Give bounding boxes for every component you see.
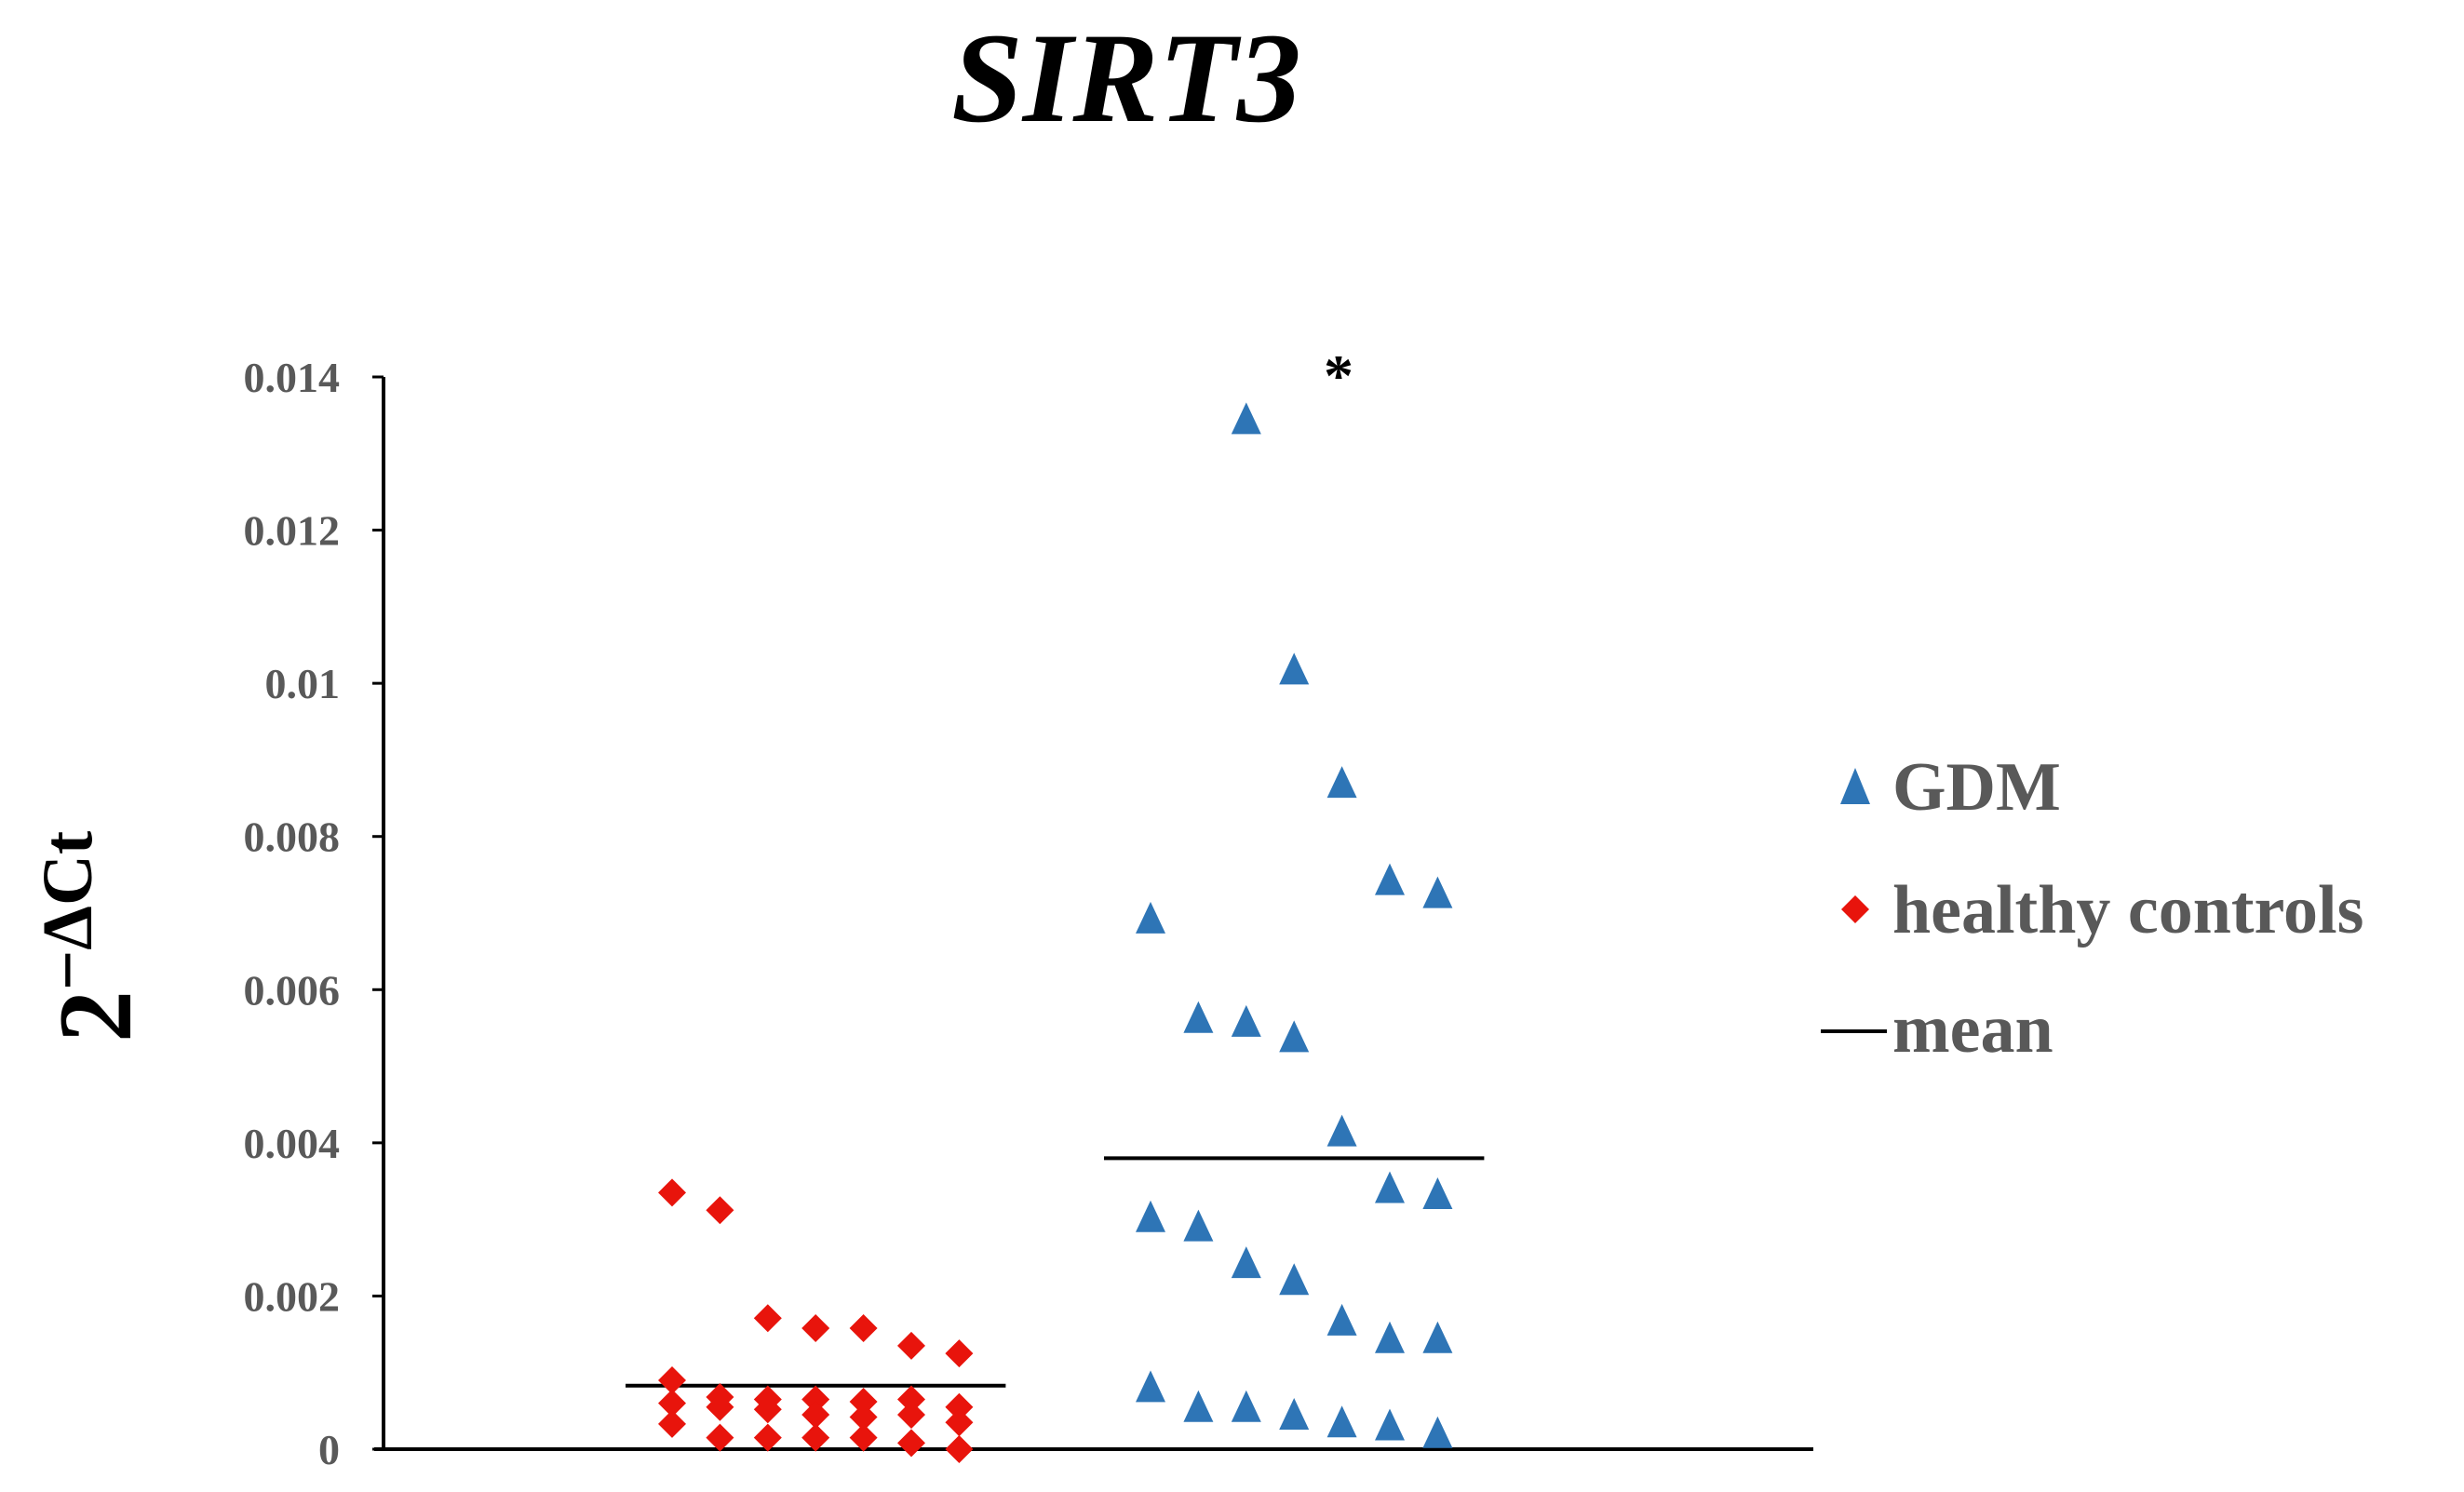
- legend-item-healthy-controls: healthy controls: [1841, 872, 2363, 948]
- gdm-point: [1231, 1390, 1261, 1422]
- healthy-controls-point: [658, 1365, 686, 1394]
- healthy-controls-point: [945, 1339, 974, 1368]
- legend-diamond-marker: [1841, 895, 1869, 923]
- data-points: [658, 402, 1453, 1463]
- y-axis-label-superscript: −ΔCt: [29, 831, 107, 990]
- legend-label-gdm: GDM: [1892, 749, 2061, 826]
- healthy-controls-point: [753, 1423, 782, 1452]
- healthy-controls-point: [897, 1331, 925, 1360]
- gdm-point: [1183, 1209, 1214, 1242]
- y-tick-label: 0.01: [265, 660, 341, 707]
- y-tick-label: 0.008: [244, 813, 341, 861]
- gdm-point: [1422, 876, 1453, 908]
- gdm-point: [1326, 766, 1357, 799]
- healthy-controls-point: [849, 1313, 878, 1342]
- legend: GDM healthy controls mean: [1821, 749, 2363, 1068]
- healthy-controls-point: [706, 1392, 734, 1421]
- gdm-point: [1279, 1398, 1310, 1431]
- healthy-controls-point: [849, 1403, 878, 1432]
- legend-label-healthy-controls: healthy controls: [1892, 872, 2363, 948]
- healthy-controls-point: [801, 1313, 830, 1342]
- gdm-point: [1136, 1200, 1165, 1232]
- gdm-point: [1422, 1177, 1453, 1210]
- gdm-point: [1326, 1405, 1357, 1438]
- healthy-controls-point: [658, 1389, 686, 1418]
- healthy-controls-point: [849, 1387, 878, 1416]
- healthy-controls-point: [945, 1408, 974, 1437]
- gdm-point: [1279, 1020, 1310, 1053]
- y-axis-label: 2−ΔCt: [29, 831, 154, 1042]
- gdm-point: [1375, 1321, 1405, 1353]
- gdm-point: [1231, 1246, 1261, 1279]
- healthy-controls-point: [753, 1304, 782, 1333]
- legend-triangle-marker: [1840, 768, 1870, 804]
- y-tick-label: 0.006: [244, 966, 341, 1014]
- gdm-point: [1375, 863, 1405, 895]
- gdm-point: [1231, 402, 1261, 435]
- gdm-point: [1422, 1416, 1453, 1448]
- gdm-point: [1136, 1370, 1165, 1403]
- healthy-controls-point: [801, 1400, 830, 1429]
- svg-text:2−ΔCt: 2−ΔCt: [29, 831, 154, 1042]
- gdm-point: [1326, 1303, 1357, 1336]
- healthy-controls-point: [849, 1423, 878, 1452]
- healthy-controls-point: [706, 1196, 734, 1225]
- healthy-controls-point: [945, 1435, 974, 1463]
- healthy-controls-point: [658, 1409, 686, 1438]
- gdm-point: [1326, 1114, 1357, 1147]
- gdm-point: [1279, 652, 1310, 685]
- gdm-point: [1279, 1263, 1310, 1296]
- gdm-point: [1136, 901, 1165, 934]
- gdm-point: [1231, 1004, 1261, 1037]
- y-axis-label-base: 2: [38, 990, 154, 1042]
- legend-item-gdm: GDM: [1840, 749, 2061, 826]
- significance-asterisk: *: [1324, 343, 1353, 409]
- healthy-controls-point: [897, 1400, 925, 1429]
- gdm-point: [1183, 1390, 1214, 1422]
- healthy-controls-point: [753, 1395, 782, 1424]
- gdm-point: [1375, 1408, 1405, 1441]
- healthy-controls-point: [897, 1385, 925, 1414]
- legend-label-mean: mean: [1892, 991, 2053, 1068]
- y-tick-label: 0.012: [244, 507, 341, 555]
- legend-item-mean: mean: [1821, 991, 2053, 1068]
- gdm-point: [1375, 1171, 1405, 1203]
- y-tick-label: 0.004: [244, 1120, 341, 1167]
- healthy-controls-point: [801, 1385, 830, 1414]
- healthy-controls-point: [658, 1178, 686, 1207]
- gdm-point: [1422, 1321, 1453, 1353]
- mean-lines: [626, 1156, 1485, 1388]
- healthy-controls-point: [706, 1423, 734, 1452]
- y-axis-ticks: 0 0.002 0.004 0.006 0.008 0.01 0.012 0.014: [244, 354, 384, 1473]
- healthy-controls-point: [897, 1429, 925, 1458]
- healthy-controls-point: [945, 1392, 974, 1421]
- y-tick-label: 0: [318, 1426, 340, 1473]
- y-tick-label: 0.002: [244, 1272, 341, 1320]
- chart-title: SIRT3: [951, 7, 1301, 149]
- y-tick-label: 0.014: [244, 354, 341, 401]
- healthy-controls-point: [801, 1423, 830, 1452]
- gdm-point: [1183, 1001, 1214, 1033]
